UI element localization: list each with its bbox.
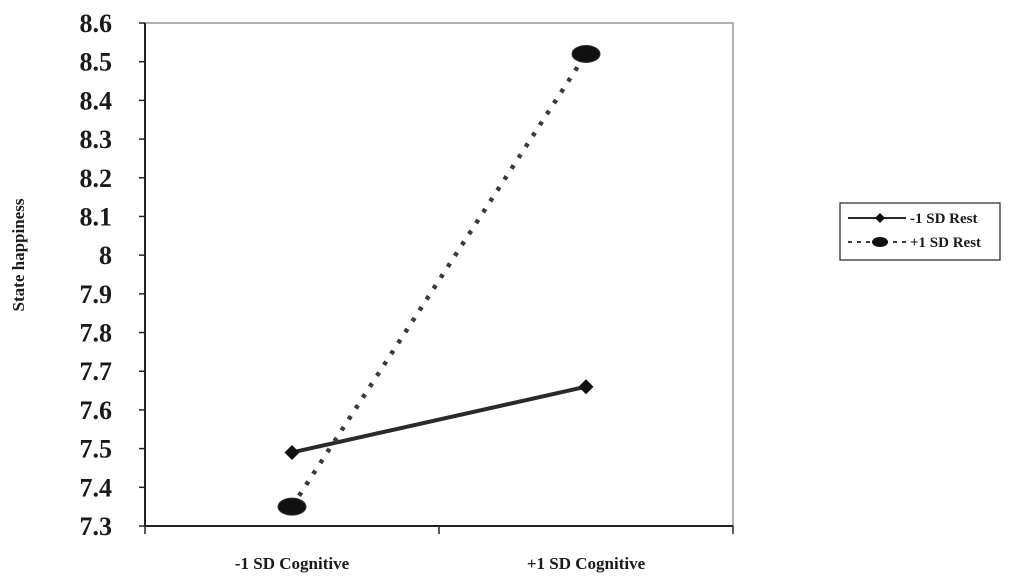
legend-label: +1 SD Rest [910,235,981,251]
legend: -1 SD Rest +1 SD Rest [839,202,1001,261]
series-layer [277,44,601,516]
data-point-marker [578,379,594,395]
x-tick-label: -1 SD Cognitive [235,554,350,573]
plot-area [144,22,734,527]
y-tick-label: 8.4 [80,86,113,115]
data-point-marker [571,44,601,63]
y-tick-label: 7.3 [80,512,113,541]
x-tick-label: +1 SD Cognitive [527,554,646,573]
y-tick-label: 7.6 [80,396,113,425]
y-tick-label: 8.3 [80,125,113,154]
y-tick-label: 8.1 [80,202,113,231]
y-tick-label: 8.6 [80,9,113,38]
y-tick-label: 8 [99,241,112,270]
legend-box [839,202,1001,261]
legend-items: -1 SD Rest +1 SD Rest [848,211,981,251]
y-ticks: 7.3 7.4 7.5 7.6 7.7 7.8 7.9 8 8.1 8.2 8.3 8.4 8.5 8.6 [80,9,145,541]
y-tick-label: 7.9 [80,280,113,309]
y-tick-label: 8.2 [80,164,113,193]
data-point-marker [284,444,300,460]
y-tick-label: 8.5 [80,48,113,77]
y-tick-label: 7.4 [80,473,113,502]
series-line-0 [291,384,587,455]
y-tick-label: 7.8 [80,319,113,348]
data-point-marker [277,497,307,516]
legend-marker [875,213,885,223]
x-ticks: -1 SD Cognitive +1 SD Cognitive [144,526,734,573]
legend-label: -1 SD Rest [910,211,978,227]
y-tick-label: 7.7 [80,357,113,386]
y-axis-label: State happiness [9,198,28,311]
legend-marker [872,237,888,247]
y-tick-label: 7.5 [80,435,113,464]
